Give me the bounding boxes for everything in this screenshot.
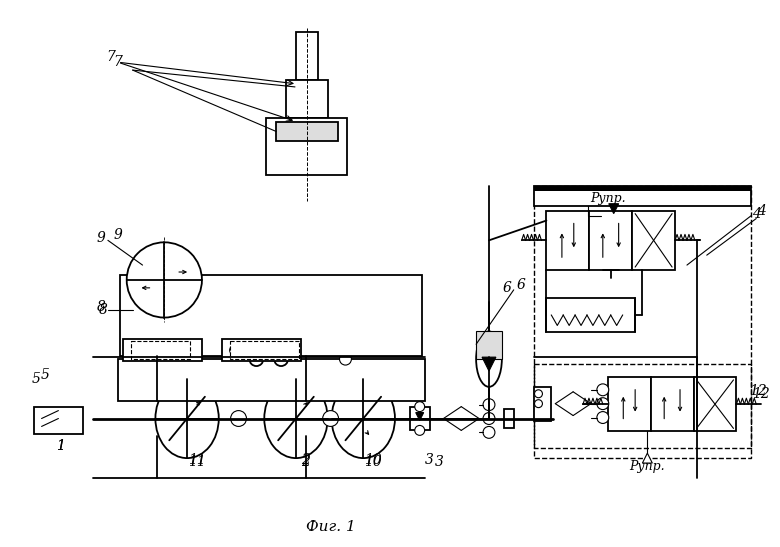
Ellipse shape (155, 379, 218, 458)
Text: 1: 1 (56, 439, 65, 453)
Text: Фиг. 1: Фиг. 1 (306, 520, 356, 534)
Bar (296, 32, 317, 80)
Circle shape (597, 398, 608, 410)
Bar (476, 331, 502, 359)
Circle shape (415, 426, 424, 435)
Bar (534, 186, 751, 206)
Text: 4: 4 (752, 207, 760, 220)
Bar (534, 186, 751, 191)
Text: 2: 2 (301, 455, 310, 469)
Bar (410, 406, 430, 430)
Bar (276, 121, 338, 141)
Bar (608, 377, 651, 432)
Bar (120, 275, 422, 356)
Polygon shape (482, 357, 496, 371)
Bar (651, 377, 693, 432)
Circle shape (483, 412, 495, 424)
Circle shape (250, 352, 264, 366)
Text: Рупр.: Рупр. (590, 192, 626, 205)
Text: 12: 12 (750, 384, 767, 398)
Polygon shape (608, 203, 619, 214)
Circle shape (483, 427, 495, 438)
Text: 4: 4 (757, 203, 766, 218)
Bar (131, 341, 190, 359)
Bar (504, 409, 514, 428)
Circle shape (323, 411, 339, 427)
Ellipse shape (332, 379, 395, 458)
Text: 7: 7 (106, 50, 115, 64)
Bar (222, 339, 301, 361)
Bar (266, 118, 347, 175)
Circle shape (415, 401, 424, 411)
Bar (229, 341, 299, 359)
Bar (534, 364, 751, 458)
Ellipse shape (476, 331, 502, 387)
Circle shape (229, 345, 239, 355)
Text: 5: 5 (41, 368, 50, 382)
Text: 11: 11 (188, 455, 206, 469)
Text: 8: 8 (98, 302, 108, 317)
Circle shape (231, 411, 246, 427)
Circle shape (152, 345, 162, 355)
Text: 5: 5 (31, 372, 40, 386)
Circle shape (534, 390, 542, 398)
Text: 8: 8 (97, 300, 105, 313)
Text: 12: 12 (753, 387, 770, 401)
Circle shape (534, 400, 542, 408)
Text: 6: 6 (502, 281, 511, 295)
Polygon shape (643, 453, 652, 463)
Circle shape (597, 384, 608, 395)
Bar (547, 298, 636, 333)
Text: 7: 7 (113, 55, 122, 69)
Circle shape (483, 399, 495, 411)
Text: 11: 11 (188, 453, 206, 467)
Circle shape (169, 345, 179, 355)
Bar (476, 331, 502, 359)
Bar (534, 186, 751, 448)
Circle shape (597, 411, 608, 423)
Text: 9: 9 (113, 229, 122, 242)
Text: 3: 3 (435, 455, 444, 469)
Circle shape (265, 346, 273, 354)
Bar (534, 387, 551, 422)
Circle shape (275, 352, 288, 366)
Ellipse shape (264, 379, 328, 458)
Bar (547, 211, 589, 270)
Bar (693, 377, 736, 432)
Bar (118, 359, 424, 401)
Text: 10: 10 (364, 455, 382, 469)
Text: 3: 3 (425, 453, 434, 467)
Bar (34, 406, 83, 434)
Circle shape (136, 345, 146, 355)
Text: 10: 10 (364, 453, 382, 467)
Circle shape (246, 345, 257, 355)
Text: 9: 9 (97, 231, 105, 246)
Text: 6: 6 (516, 278, 525, 292)
Text: 2: 2 (301, 453, 310, 467)
Circle shape (339, 353, 352, 365)
Bar (122, 339, 202, 361)
Bar (286, 80, 328, 118)
Circle shape (281, 345, 291, 355)
Polygon shape (416, 412, 424, 421)
Text: 1: 1 (56, 439, 65, 453)
Bar (589, 211, 632, 270)
Bar (632, 211, 675, 270)
Circle shape (126, 242, 202, 318)
Text: Рупр.: Рупр. (629, 459, 665, 473)
